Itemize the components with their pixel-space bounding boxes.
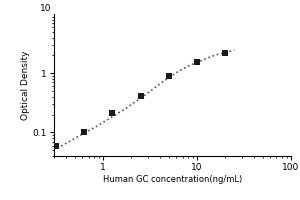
Point	[223, 51, 228, 55]
Point	[53, 145, 58, 148]
Text: 10: 10	[40, 4, 52, 13]
Point	[138, 94, 143, 97]
Point	[82, 130, 86, 134]
Point	[110, 112, 115, 115]
Y-axis label: Optical Density: Optical Density	[21, 50, 30, 120]
X-axis label: Human GC concentration(ng/mL): Human GC concentration(ng/mL)	[103, 175, 242, 184]
Point	[195, 60, 200, 64]
Point	[167, 74, 171, 78]
